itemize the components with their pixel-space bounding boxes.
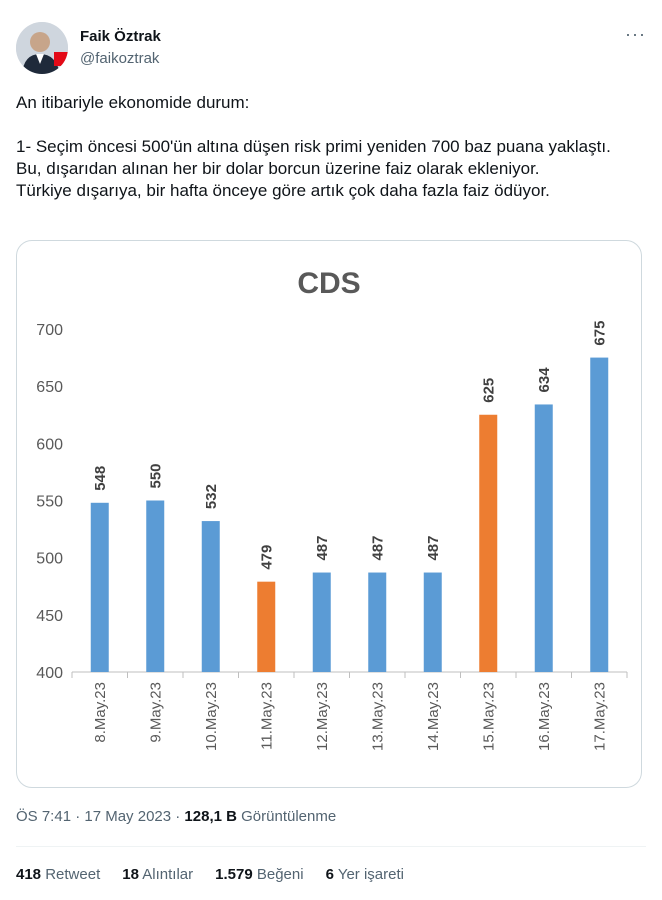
stat-retweets[interactable]: 418 Retweet [16,866,101,883]
y-tick-label: 650 [36,379,63,396]
data-label: 487 [425,535,442,560]
author-name[interactable]: Faik Öztrak [80,28,161,45]
bar [534,404,553,672]
y-tick-label: 400 [36,665,63,682]
avatar[interactable] [16,22,68,74]
x-tick-label: 14.May.23 [425,682,442,751]
tweet-stats: 418 Retweet 18 Alıntılar 1.579 Beğeni 6 … [16,866,404,883]
x-tick-label: 9.May.23 [147,682,164,743]
data-label: 675 [591,321,608,346]
stat-likes[interactable]: 1.579 Beğeni [215,866,304,883]
tweet-header: Faik Öztrak @faikoztrak ··· [16,18,646,78]
data-label: 550 [147,463,164,488]
data-label: 487 [314,535,331,560]
stat-quotes[interactable]: 18 Alıntılar [122,866,194,883]
y-tick-label: 550 [36,494,63,511]
x-tick-label: 11.May.23 [258,682,275,750]
x-tick-label: 12.May.23 [314,682,331,751]
x-tick-label: 15.May.23 [480,682,497,751]
data-label: 532 [203,484,220,509]
bar [312,572,331,672]
cds-bar-chart: 400 450 500 550 600 650 700 548 8.May.23 550 9.May… [36,321,628,751]
y-tick-label: 600 [36,436,63,453]
data-label: 634 [536,367,553,393]
data-label: 479 [258,545,275,570]
bar [90,502,109,672]
chart-image[interactable]: CDS 400 450 500 550 600 650 700 548 8.May.23 550 9… [16,240,642,788]
views-label: Görüntülenme [236,808,337,825]
bar [590,357,609,672]
bar [146,500,165,672]
bar [479,414,498,672]
x-tick-label: 10.May.23 [203,682,220,751]
bar [201,521,220,672]
y-tick-label: 500 [36,551,63,568]
x-tick-label: 8.May.23 [92,682,109,743]
divider [16,846,646,847]
y-tick-label: 700 [36,322,63,339]
more-options-icon[interactable]: ··· [625,24,646,44]
data-label: 625 [480,378,497,403]
x-tick-label: 13.May.23 [369,682,386,751]
x-tick-label: 16.May.23 [536,682,553,751]
stat-bookmarks[interactable]: 6 Yer işareti [325,866,404,883]
tweet-text: An itibariyle ekonomide durum: 1- Seçim … [16,93,611,200]
data-label: 548 [92,466,109,491]
author-handle[interactable]: @faikoztrak [80,50,160,67]
data-label: 487 [369,535,386,560]
y-tick-label: 450 [36,608,63,625]
bar [368,572,387,672]
tweet-timestamp[interactable]: ÖS 7:41 · 17 May 2023 · [16,808,185,825]
bar [423,572,442,672]
views-count: 128,1 B [184,808,237,825]
tweet-meta: ÖS 7:41 · 17 May 2023 · 128,1 B Görüntül… [16,808,336,825]
x-tick-label: 17.May.23 [591,682,608,751]
bar [257,581,276,672]
chart-title: CDS [297,267,361,300]
avatar-image [16,22,68,74]
